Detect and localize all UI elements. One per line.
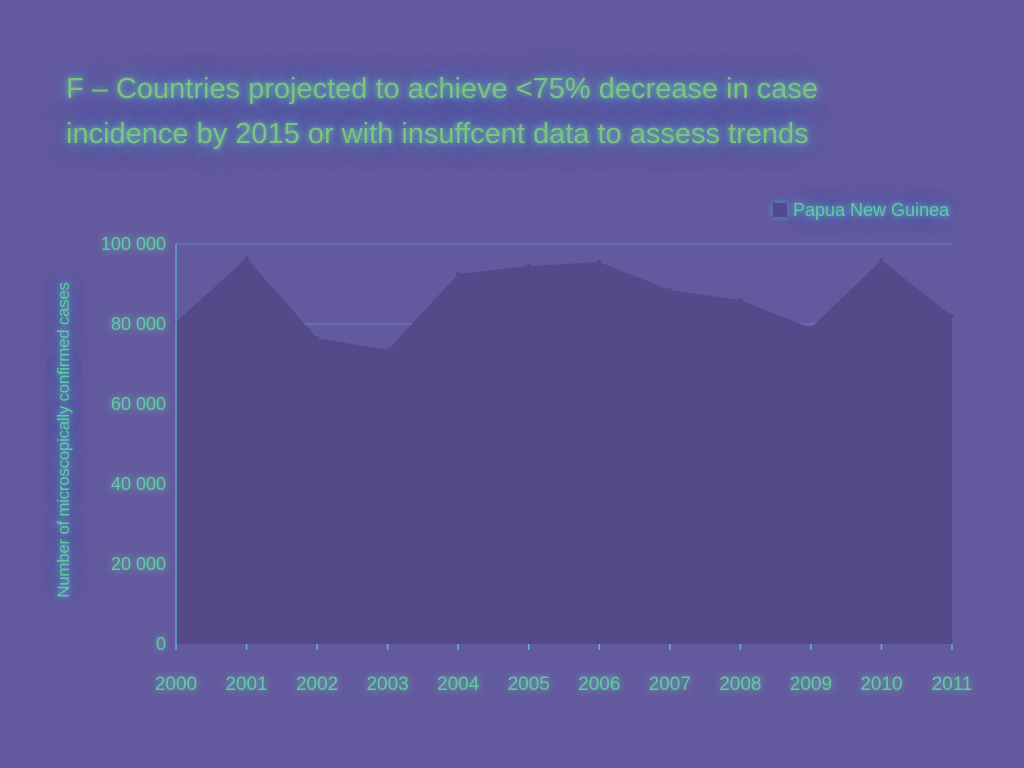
- data-point-2005: [526, 264, 531, 268]
- legend-swatch-papua-new-guinea: [773, 203, 787, 217]
- data-point-2003: [385, 348, 390, 352]
- area-series: [174, 256, 954, 644]
- chart-title-line-1: F – Countries projected to achieve <75% …: [66, 73, 819, 105]
- data-point-2008: [738, 298, 743, 302]
- axes: [175, 244, 952, 645]
- y-tick-label-3: 60 000: [111, 394, 166, 414]
- x-tick-label-2011: 2011: [932, 674, 973, 695]
- y-tick-label-1: 20 000: [111, 554, 166, 574]
- data-point-2010: [879, 258, 884, 262]
- legend-label-papua-new-guinea: Papua New Guinea: [793, 199, 950, 220]
- x-tick-label-2002: 2002: [296, 674, 338, 695]
- x-tick-labels: 2000 2001 2002 2003 2004 2005 2006 2007 2008 2009…: [155, 644, 973, 695]
- data-point-2004: [456, 272, 461, 276]
- legend: Papua New Guinea: [773, 198, 949, 222]
- area-series-0: [176, 258, 952, 644]
- data-point-2007: [667, 288, 672, 292]
- x-tick-label-2009: 2009: [790, 674, 832, 695]
- y-tick-labels: 0 20 000 40 000 60 000 80 000 100 000: [101, 234, 166, 654]
- x-tick-label-2008: 2008: [719, 674, 761, 695]
- x-tick-label-2005: 2005: [508, 674, 550, 695]
- chart-title-line-2: incidence by 2015 or with insuffcent dat…: [66, 118, 809, 150]
- y-tick-label-4: 80 000: [111, 314, 166, 334]
- x-tick-label-2003: 2003: [366, 674, 408, 695]
- x-tick-label-2006: 2006: [578, 674, 620, 695]
- x-tick-label-2000: 2000: [155, 674, 197, 695]
- x-tick-label-2007: 2007: [649, 674, 691, 695]
- x-tick-label-2001: 2001: [225, 674, 267, 695]
- data-point-2002: [315, 336, 320, 340]
- data-point-2009: [808, 326, 813, 330]
- data-point-2006: [597, 260, 602, 264]
- x-tick-label-2010: 2010: [860, 674, 902, 695]
- data-point-2011: [950, 314, 954, 318]
- data-point-2001: [244, 256, 249, 260]
- y-tick-label-2: 40 000: [111, 474, 166, 494]
- x-tick-label-2004: 2004: [437, 674, 480, 695]
- y-tick-label-5: 100 000: [101, 234, 166, 254]
- y-tick-label-0: 0: [156, 634, 166, 654]
